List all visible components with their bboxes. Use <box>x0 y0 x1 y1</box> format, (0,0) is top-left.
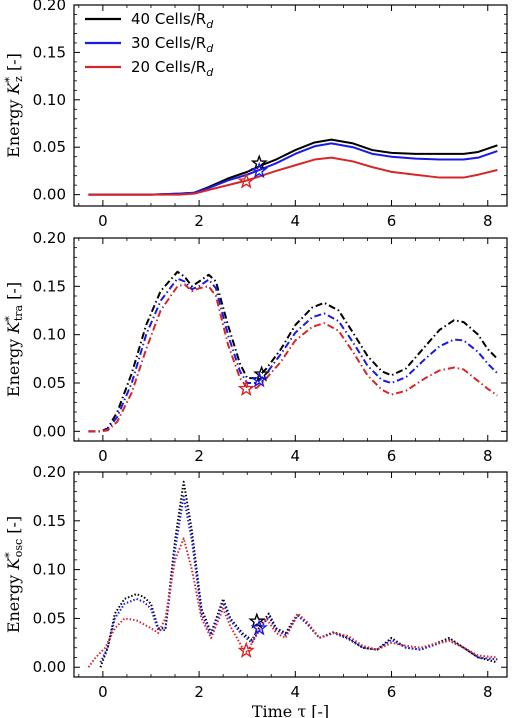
y-axis-label-sub: z <box>12 76 25 82</box>
series-marker-star-3 <box>237 641 255 658</box>
y-tick-label: 0.10 <box>33 561 66 579</box>
y-axis-label-symbol: K <box>4 81 23 95</box>
x-tick-label: 6 <box>387 212 397 230</box>
x-tick-label: 2 <box>194 447 204 465</box>
legend-label-2: 30 Cells/Rd <box>131 34 214 55</box>
y-tick-label: 0.00 <box>33 422 66 440</box>
y-axis-label-symbol: K <box>4 557 23 571</box>
y-tick-label: 0.05 <box>33 609 66 627</box>
x-axis-label: Time τ [-] <box>252 702 329 718</box>
y-axis-label-unit: [-] <box>4 282 23 305</box>
legend-label-main: 30 Cells/R <box>131 34 206 52</box>
legend-label-sub: d <box>206 18 214 31</box>
legend-label-main: 40 Cells/R <box>131 10 206 28</box>
y-axis-label: Energy K*z [-] <box>3 53 25 158</box>
y-tick-label: 0.15 <box>33 43 66 61</box>
y-axis-label-sub: tra <box>12 304 25 321</box>
y-tick-label: 0.20 <box>33 229 66 247</box>
panel-3: 0 2 4 6 8 0.00 0.05 0.10 0.15 0.20 Energy K*osc [-… <box>3 463 508 718</box>
y-axis-label: Energy K*osc [-] <box>3 516 25 633</box>
series-line-2 <box>88 277 499 433</box>
y-tick-label: 0.20 <box>33 0 66 14</box>
x-tick-label: 0 <box>98 447 108 465</box>
x-tick-label: 8 <box>483 447 493 465</box>
legend-label-1: 40 Cells/Rd <box>131 10 214 31</box>
y-axis-label-sup: * <box>3 316 16 322</box>
x-tick-label: 4 <box>291 447 301 465</box>
y-tick-label: 0.00 <box>33 186 66 204</box>
x-tick-label: 8 <box>483 683 493 701</box>
axes-frame <box>73 237 508 442</box>
x-tick-label: 8 <box>483 212 493 230</box>
x-tick-label: 4 <box>291 683 301 701</box>
series-marker-star-2 <box>250 161 268 179</box>
series-line-2 <box>99 495 498 663</box>
y-axis-label-text: Energy <box>4 334 23 397</box>
y-axis-label-symbol: K <box>4 321 23 335</box>
y-tick-label: 0.20 <box>33 463 66 481</box>
y-axis-label-sup: * <box>3 76 16 82</box>
series-marker-star-3 <box>237 379 255 397</box>
series-marker-star-3 <box>237 172 255 189</box>
axes-frame <box>73 4 508 207</box>
y-tick-label: 0.00 <box>33 658 66 676</box>
series-line-1 <box>88 138 498 196</box>
x-tick-label: 2 <box>194 212 204 230</box>
x-tick-label: 0 <box>98 212 108 230</box>
y-axis-label-text: Energy <box>4 94 23 157</box>
panel-1: 0 2 4 6 8 0.00 0.05 0.10 0.15 0.20 Energy K*z [-] 4… <box>3 0 508 230</box>
x-tick-label: 4 <box>291 212 301 230</box>
series-marker-star-1 <box>248 612 266 629</box>
x-tick-label: 6 <box>387 683 397 701</box>
panel-2: 0 2 4 6 8 0.00 0.05 0.10 0.15 0.20 Energy K*tra [-… <box>3 229 508 465</box>
axes-frame <box>73 471 508 678</box>
series-line-1 <box>99 480 498 668</box>
legend-label-sub: d <box>206 42 214 55</box>
y-axis-label-sub: osc <box>12 539 25 557</box>
y-tick-label: 0.05 <box>33 374 66 392</box>
legend-label-main: 20 Cells/R <box>131 58 206 76</box>
x-tick-label: 2 <box>194 683 204 701</box>
series-marker-star-2 <box>250 619 268 636</box>
y-tick-label: 0.05 <box>33 138 66 156</box>
legend-label-sub: d <box>206 66 214 79</box>
y-tick-label: 0.15 <box>33 277 66 295</box>
series-line-3 <box>88 283 498 433</box>
y-tick-label: 0.15 <box>33 512 66 530</box>
y-axis-label-unit: [-] <box>4 53 23 76</box>
legend-label-3: 20 Cells/Rd <box>131 58 214 79</box>
series-line-1 <box>88 270 499 433</box>
x-tick-label: 6 <box>387 447 397 465</box>
y-axis-label-text: Energy <box>4 570 23 633</box>
series-marker-star-2 <box>250 371 268 388</box>
y-axis-label-unit: [-] <box>4 516 23 539</box>
series-marker-star-1 <box>250 154 268 171</box>
y-axis-label: Energy K*tra [-] <box>3 282 25 397</box>
x-tick-label: 0 <box>98 683 108 701</box>
y-tick-label: 0.10 <box>33 91 66 109</box>
series-line-3 <box>88 156 498 196</box>
y-tick-label: 0.10 <box>33 326 66 344</box>
y-axis-label-sup: * <box>3 552 16 558</box>
